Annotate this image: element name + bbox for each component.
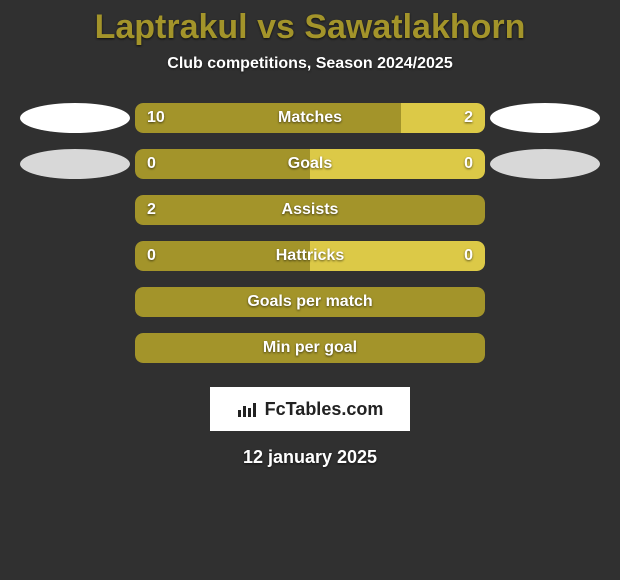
left-ellipse-slot: [15, 103, 135, 133]
stat-value-right: 2: [464, 103, 473, 133]
right-ellipse-slot: [485, 149, 605, 179]
stat-value-left: 10: [147, 103, 165, 133]
stat-bar: Assists2: [135, 195, 485, 225]
stat-bar: Hattricks0 0: [135, 241, 485, 271]
stat-label: Matches: [135, 103, 485, 133]
stat-row: Goals0 0: [15, 149, 605, 179]
player-left-ellipse: [20, 103, 130, 133]
page-title: Laptrakul vs Sawatlakhorn: [95, 8, 526, 47]
stat-label: Assists: [135, 195, 485, 225]
player-left-ellipse: [20, 149, 130, 179]
right-ellipse-slot: [485, 103, 605, 133]
stat-bar: Goals per match: [135, 287, 485, 317]
stat-label: Hattricks: [135, 241, 485, 271]
stat-label: Goals per match: [135, 287, 485, 317]
stat-bar: Matches10 2: [135, 103, 485, 133]
stat-label: Goals: [135, 149, 485, 179]
stat-value-right: 0: [464, 149, 473, 179]
stat-row: Matches10 2: [15, 103, 605, 133]
stat-row: Goals per match: [15, 287, 605, 317]
barchart-icon: [237, 400, 259, 418]
stat-value-left: 0: [147, 241, 156, 271]
left-ellipse-slot: [15, 149, 135, 179]
stat-value-left: 2: [147, 195, 156, 225]
comparison-card: Laptrakul vs Sawatlakhorn Club competiti…: [0, 0, 620, 580]
logo-text: FcTables.com: [265, 399, 384, 420]
stat-bar: Goals0 0: [135, 149, 485, 179]
stat-bar: Min per goal: [135, 333, 485, 363]
player-right-ellipse: [490, 149, 600, 179]
player-right-ellipse: [490, 103, 600, 133]
logo-box: FcTables.com: [210, 387, 410, 431]
stat-row: Assists2: [15, 195, 605, 225]
stat-value-left: 0: [147, 149, 156, 179]
stat-value-right: 0: [464, 241, 473, 271]
page-subtitle: Club competitions, Season 2024/2025: [167, 55, 452, 73]
date-text: 12 january 2025: [243, 447, 377, 468]
stat-row: Min per goal: [15, 333, 605, 363]
stat-row: Hattricks0 0: [15, 241, 605, 271]
stat-label: Min per goal: [135, 333, 485, 363]
